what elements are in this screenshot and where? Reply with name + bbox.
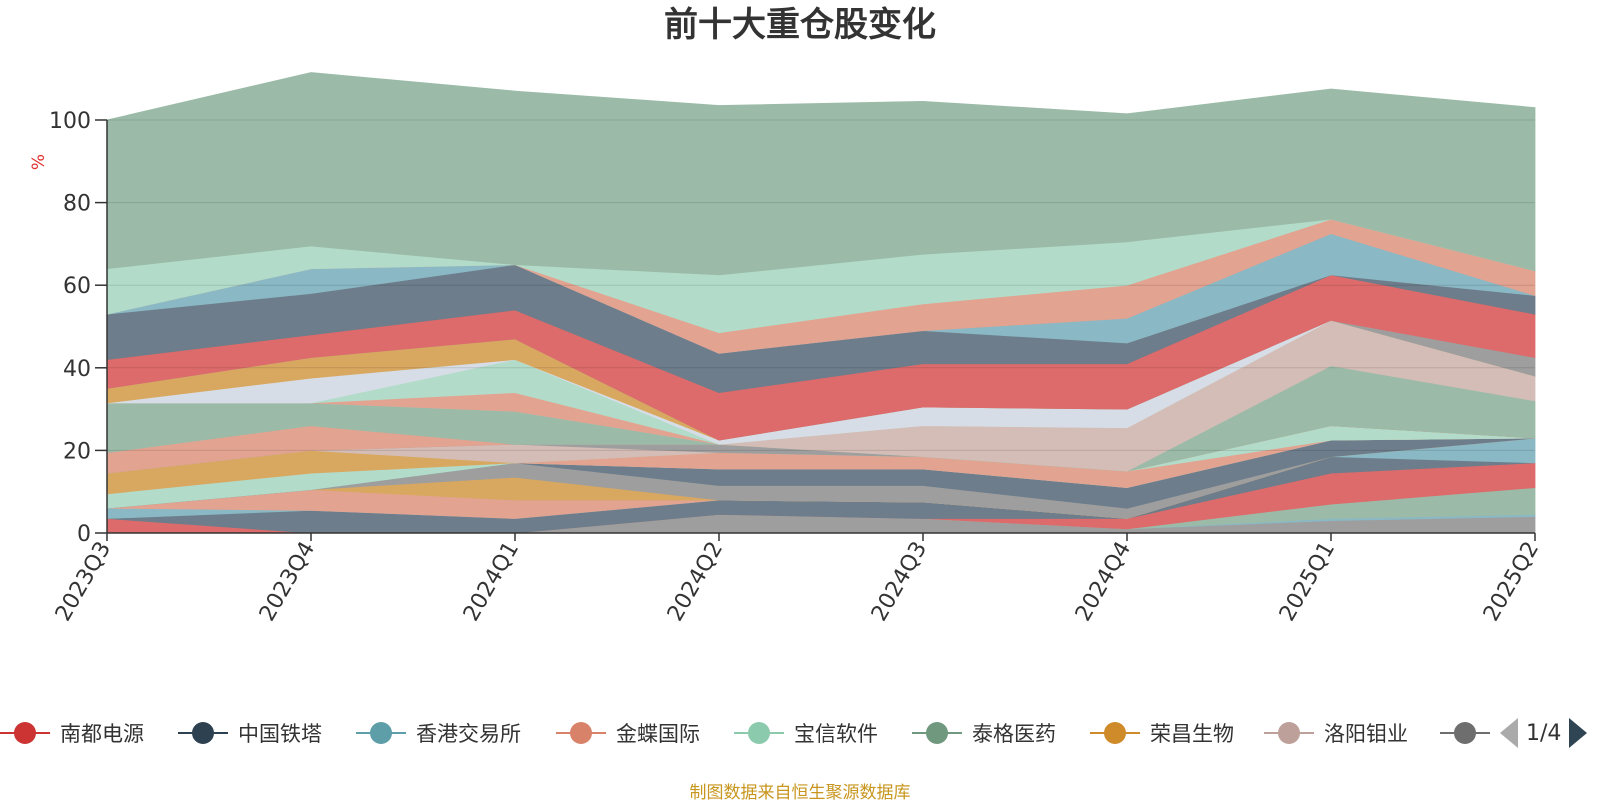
legend-item-4[interactable]: 宝信软件 [734, 714, 878, 752]
y-tick-label-40: 40 [63, 357, 91, 382]
legend-label: 荣昌生物 [1150, 722, 1234, 746]
y-tick-label-60: 60 [63, 274, 91, 299]
y-tick-label-0: 0 [77, 522, 91, 547]
triangle-left-icon[interactable] [1500, 718, 1518, 748]
legend-label: 香港交易所 [416, 722, 521, 746]
legend-marker-icon [178, 722, 228, 744]
legend-item-5[interactable]: 泰格医药 [912, 714, 1056, 752]
x-tick-label-2024Q4: 2024Q4 [1071, 538, 1136, 626]
legend-marker-icon [1090, 722, 1140, 744]
x-tick-label-2024Q1: 2024Q1 [459, 538, 524, 626]
legend-item-2[interactable]: 香港交易所 [356, 714, 521, 752]
legend-item-6[interactable]: 荣昌生物 [1090, 714, 1234, 752]
triangle-right-icon[interactable] [1569, 718, 1588, 748]
legend-pager: 1/4 [1500, 714, 1588, 752]
y-tick-label-100: 100 [49, 109, 91, 134]
stacked-area-chart: 0 20 40 60 80 100 2023Q3 2023Q4 2024Q1 2024Q2 2024… [29, 72, 1544, 626]
y-tick-label-80: 80 [63, 192, 91, 217]
legend-item-3[interactable]: 金蝶国际 [556, 714, 700, 752]
x-tick-label-2025Q2: 2025Q2 [1479, 538, 1544, 626]
legend-label: 洛阳钼业 [1324, 722, 1408, 746]
x-tick-label-2023Q4: 2023Q4 [255, 538, 320, 626]
x-tick-label-2024Q2: 2024Q2 [663, 538, 728, 626]
legend-label: 中国铁塔 [238, 722, 322, 746]
legend-label: 金蝶国际 [616, 722, 700, 746]
legend-marker-icon [912, 722, 962, 744]
legend-marker-icon [1264, 722, 1314, 744]
area-series-30 [106, 72, 1536, 276]
legend-marker-icon [0, 722, 50, 744]
legend-marker-icon [734, 722, 784, 744]
legend-marker-icon [356, 722, 406, 744]
legend-marker-icon [1440, 722, 1490, 744]
legend-page-indicator: 1/4 [1526, 720, 1562, 746]
legend: 南都电源 中国铁塔 香港交易所 金蝶国际 宝信软件 泰格医药 荣昌生物 洛阳钼业 [0, 714, 1600, 752]
legend-item-0[interactable]: 南都电源 [0, 714, 144, 752]
legend-label: 泰格医药 [972, 722, 1056, 746]
legend-item-8[interactable] [1440, 714, 1490, 752]
x-tick-label-2024Q3: 2024Q3 [867, 538, 932, 626]
legend-item-1[interactable]: 中国铁塔 [178, 714, 322, 752]
y-axis-label: % [29, 154, 49, 170]
legend-label: 宝信软件 [794, 722, 878, 746]
legend-label: 南都电源 [60, 722, 144, 746]
chart-title: 前十大重仓股变化 [664, 5, 936, 45]
data-source-note: 制图数据来自恒生聚源数据库 [689, 783, 911, 803]
legend-marker-icon [556, 722, 606, 744]
x-tick-label-2025Q1: 2025Q1 [1275, 538, 1340, 626]
legend-item-7[interactable]: 洛阳钼业 [1264, 714, 1408, 752]
x-tick-label-2023Q3: 2023Q3 [51, 538, 116, 626]
y-tick-label-20: 20 [63, 439, 91, 464]
